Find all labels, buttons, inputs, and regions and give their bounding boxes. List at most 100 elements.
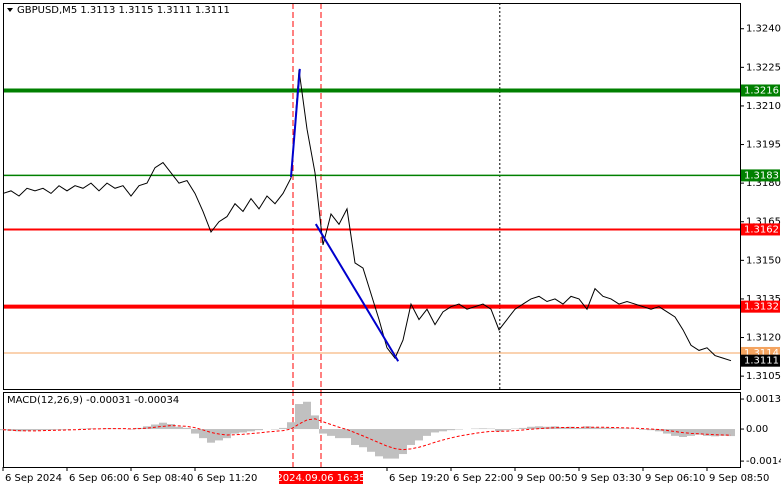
trend-line <box>290 68 301 178</box>
macd-bar <box>103 428 111 430</box>
macd-bar <box>495 429 503 432</box>
macd-bar <box>303 401 311 430</box>
signal-line <box>2 418 732 451</box>
x-tick-label: 6 Sep 08:40 <box>133 473 193 484</box>
macd-bar <box>607 427 615 430</box>
macd-bar <box>407 429 415 445</box>
macd-bar <box>247 429 255 432</box>
x-tick-label: 6 Sep 22:00 <box>453 473 513 484</box>
price-line <box>2 69 732 362</box>
macd-bar <box>439 429 447 432</box>
y-tick-label: 0.00132 <box>746 394 781 405</box>
y-tick-label: 1.3240 <box>746 24 781 35</box>
y-tick-label: 1.3105 <box>746 371 781 382</box>
macd-bar <box>311 415 319 430</box>
level-label: 1.3216 <box>744 85 779 96</box>
macd-bar <box>327 429 335 436</box>
level-label-box <box>741 84 780 97</box>
level-label: 1.3132 <box>744 302 779 313</box>
price-panel-frame <box>3 3 741 390</box>
macd-bar <box>175 426 183 430</box>
macd-bar <box>191 429 199 434</box>
macd-bar <box>343 429 351 439</box>
macd-bar <box>335 429 343 439</box>
macd-bar <box>287 422 295 430</box>
macd-bar <box>375 429 383 457</box>
macd-bar <box>431 429 439 433</box>
macd-bar <box>671 429 679 436</box>
macd-bar <box>23 429 31 431</box>
y-tick-label: 1.3210 <box>746 101 781 112</box>
cursor-label: 2024.09.06 16:35 <box>276 473 365 484</box>
level-label: 1.3183 <box>744 170 779 181</box>
collapse-icon <box>7 8 13 12</box>
level-label-box <box>741 300 780 313</box>
macd-bar <box>167 424 175 430</box>
price-title: GBPUSD,M5 1.3113 1.3115 1.3111 1.3111 <box>17 5 230 16</box>
macd-bar <box>207 429 215 443</box>
level-label-box <box>741 223 780 236</box>
macd-bar <box>479 428 487 430</box>
x-tick-label: 6 Sep 2024 <box>5 473 62 484</box>
macd-bar <box>727 429 735 437</box>
macd-bar <box>183 427 191 430</box>
trend-line <box>314 223 400 362</box>
macd-bar <box>447 429 455 431</box>
macd-bar <box>367 429 375 452</box>
macd-bar <box>575 427 583 430</box>
y-tick-label: 1.3180 <box>746 178 781 189</box>
x-tick-label: 9 Sep 06:10 <box>645 473 705 484</box>
macd-bar <box>47 429 55 430</box>
macd-bar <box>527 426 535 430</box>
macd-bar <box>591 427 599 430</box>
macd-bar <box>703 429 711 436</box>
macd-bar <box>423 429 431 436</box>
macd-bar <box>55 429 63 430</box>
macd-bar <box>391 429 399 459</box>
macd-bar <box>415 429 423 441</box>
macd-bar <box>639 429 647 430</box>
macd-bar <box>319 429 327 434</box>
level-label: 1.3114 <box>744 348 779 359</box>
level-label: 1.3162 <box>744 224 779 235</box>
y-tick-label: -0.00141 <box>746 456 781 467</box>
y-tick-label: 0.00 <box>746 424 768 435</box>
macd-bar <box>567 426 575 430</box>
last-price-label: 1.3111 <box>744 356 779 367</box>
macd-bar <box>359 429 367 448</box>
macd-bar <box>519 427 527 430</box>
y-tick-label: 1.3165 <box>746 217 781 228</box>
x-tick-label: 9 Sep 03:30 <box>581 473 641 484</box>
macd-bar <box>503 429 511 431</box>
macd-bar <box>551 426 559 430</box>
macd-bar <box>143 426 151 430</box>
x-tick-label: 6 Sep 11:20 <box>197 473 257 484</box>
macd-bar <box>239 429 247 433</box>
macd-bar <box>215 429 223 441</box>
macd-bar <box>615 428 623 430</box>
macd-bar <box>655 429 663 432</box>
macd-bar <box>31 429 39 431</box>
macd-bar <box>599 427 607 430</box>
y-tick-label: 1.3225 <box>746 62 781 73</box>
x-tick-label: 6 Sep 06:00 <box>69 473 129 484</box>
macd-bar <box>255 429 263 431</box>
macd-bar <box>7 429 15 431</box>
macd-bar <box>647 429 655 431</box>
macd-bar <box>279 427 287 430</box>
macd-bar <box>711 429 719 437</box>
macd-bar <box>231 429 239 434</box>
y-tick-label: 1.3150 <box>746 255 781 266</box>
macd-bar <box>399 429 407 455</box>
macd-bar <box>295 404 303 430</box>
x-tick-label: 6 Sep 19:20 <box>389 473 449 484</box>
macd-bar <box>351 429 359 445</box>
macd-bar <box>687 429 695 436</box>
macd-bar <box>559 427 567 430</box>
y-tick-label: 1.3120 <box>746 333 781 344</box>
macd-bar <box>719 429 727 436</box>
y-tick-label: 1.3135 <box>746 294 781 305</box>
macd-bar <box>663 429 671 434</box>
